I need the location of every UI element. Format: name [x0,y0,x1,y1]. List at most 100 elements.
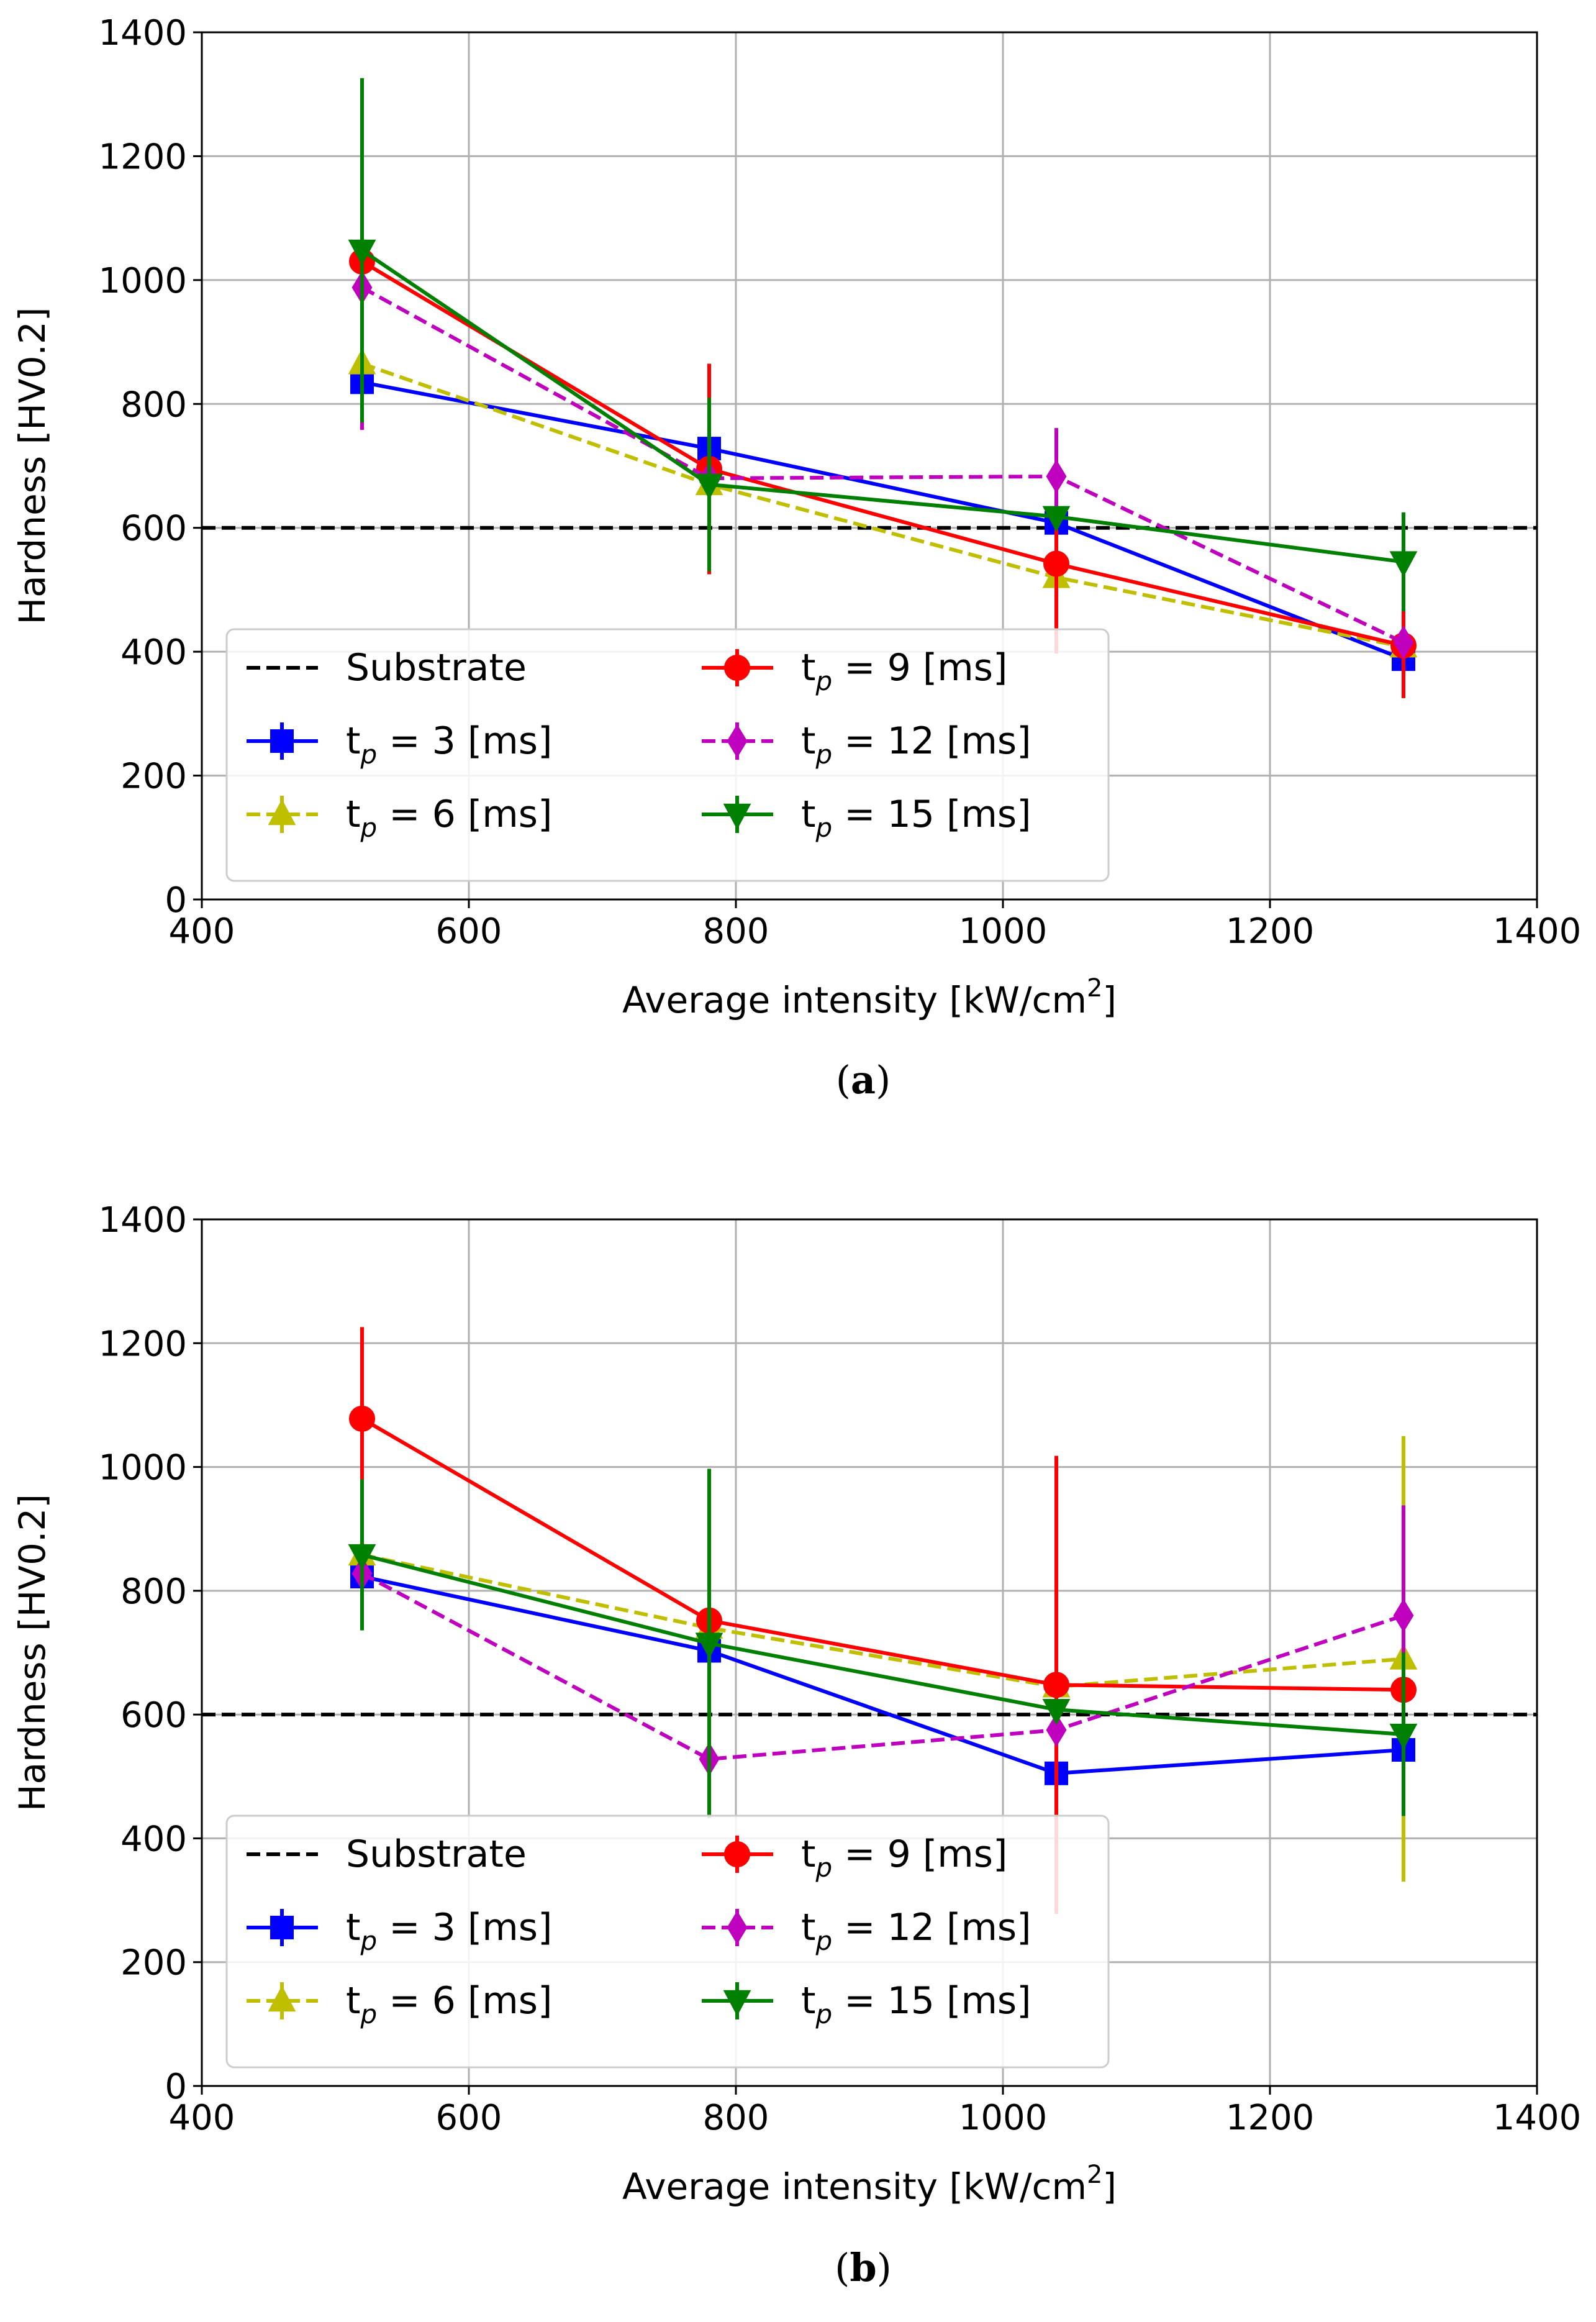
series-group [348,1327,1418,1914]
chart-panel-a: 400 600 800 1000 1200 1400 0 200 400 600 800 1000 12… [11,13,1581,1103]
legend-label: tp = 12 [ms] [801,1906,1032,1956]
legend-label: tp = 15 [ms] [801,1979,1032,2029]
y-tick-label: 200 [120,757,187,797]
legend-label-subscript: p [360,1926,378,1956]
legend-label-rest: = 15 [ms] [832,793,1031,836]
legend-label-rest: = 12 [ms] [832,1906,1031,1949]
y-tick-label: 0 [165,2067,187,2107]
x-axis-label-end: ] [1102,979,1117,1021]
axes-frame [201,1218,1538,2087]
legend-swatch-marker [727,1910,748,1945]
x-tick-label: 800 [703,2098,769,2138]
legend-label-rest: = 9 [ms] [832,646,1007,690]
data-point [695,1632,723,1659]
legend-label-subscript: p [815,666,833,696]
data-point [1046,459,1067,494]
data-point [1389,1723,1418,1750]
series-line [361,1553,1404,1737]
legend: Substrate tp = 3 [ms] tp = 6 [ms] tp = 9 [m… [225,628,1110,882]
panel-caption: (a) [836,1057,891,1103]
series-line [361,380,1405,661]
x-tick-label: 1400 [1493,2098,1582,2138]
series-15ms [348,1468,1418,1818]
y-axis-label: Hardness [HV0.2] [11,307,53,625]
x-tick-label: 400 [169,911,235,952]
legend-swatch-marker [724,655,750,681]
legend-label-subscript: p [815,1926,833,1956]
legend-label: tp = 3 [ms] [346,719,552,770]
legend-substrate-label: Substrate [346,1833,527,1876]
data-point [1389,551,1418,578]
legend-label-rest: = 6 [ms] [377,793,552,836]
legend-label: tp = 12 [ms] [801,719,1032,770]
legend-label-subscript: p [360,1999,378,2029]
data-point [1043,1672,1069,1698]
legend-label-rest: = 3 [ms] [377,719,552,763]
y-tick-label: 400 [120,632,187,673]
data-point [1042,506,1071,532]
x-axis-label-superscript: 2 [1087,2160,1102,2189]
series-line [361,1575,1404,1775]
series-line [361,362,1404,649]
legend-swatch-marker [268,1985,296,2012]
y-tick-label: 1200 [98,137,187,177]
x-tick-label: 1000 [959,911,1048,952]
y-tick-label: 1400 [98,1200,187,1241]
legend-swatch-marker [724,1841,750,1867]
data-point [348,1544,376,1570]
legend-label-rest: = 6 [ms] [377,1979,552,2023]
series-line [361,1417,1404,1692]
data-point [1393,626,1414,660]
x-tick-label: 1000 [959,2098,1048,2138]
legend: Substrate tp = 3 [ms] tp = 6 [ms] tp = 9 [m… [225,1814,1110,2069]
x-tick-label: 1200 [1226,2098,1315,2138]
series-group [348,78,1418,698]
legend-label-subscript: p [360,813,378,843]
y-tick-label: 800 [120,385,187,425]
series-12ms [351,1505,1414,1777]
legend-label-subscript: p [815,1999,833,2029]
x-tick-label: 800 [703,911,769,952]
series-line [361,248,1404,564]
x-axis-label: Average intensity [kW/cm2] [622,2160,1117,2208]
data-point [1043,550,1069,577]
legend-label-subscript: p [815,739,833,770]
panel-caption: (b) [835,2245,892,2290]
panel-caption-letter: a [851,1057,876,1103]
legend-label-subscript: p [815,1852,833,1883]
data-point [1042,1698,1071,1725]
data-point [1046,1713,1067,1747]
data-point [1393,1598,1414,1632]
axes-frame [201,31,1538,901]
legend-label-rest: = 3 [ms] [377,1906,552,1949]
y-tick-label: 1000 [98,1448,187,1488]
legend-label: tp = 15 [ms] [801,793,1032,843]
x-axis-label: Average intensity [kW/cm2] [622,974,1117,1021]
legend-box [225,628,1110,882]
series-line [361,286,1405,644]
legend-swatch-marker [723,1990,751,2016]
legend-label-subscript: p [360,739,378,770]
legend-label: tp = 3 [ms] [346,1906,552,1956]
series-line [361,1572,1404,1761]
legend-swatch-marker [268,799,296,826]
legend-swatch-marker [727,724,748,758]
y-tick-label: 200 [120,1943,187,1983]
y-tick-label: 400 [120,1819,187,1859]
panel-caption-letter: b [850,2245,876,2290]
legend-label: tp = 6 [ms] [346,1979,552,2029]
legend-swatch-marker [270,1916,294,1939]
y-tick-label: 1200 [98,1324,187,1364]
legend-label-rest: = 12 [ms] [832,719,1031,763]
legend-label: tp = 9 [ms] [801,1833,1007,1883]
ticks: 400 600 800 1000 1200 1400 0 200 400 600 800 1000 12… [98,13,1581,952]
y-tick-label: 0 [165,880,187,921]
legend-label: tp = 9 [ms] [801,646,1007,696]
legend-label-rest: = 15 [ms] [832,1979,1031,2023]
legend-label-subscript: p [815,813,833,843]
x-tick-label: 1400 [1493,911,1582,952]
legend-label-rest: = 9 [ms] [832,1833,1007,1876]
x-tick-label: 400 [169,2098,235,2138]
x-tick-label: 600 [436,2098,502,2138]
